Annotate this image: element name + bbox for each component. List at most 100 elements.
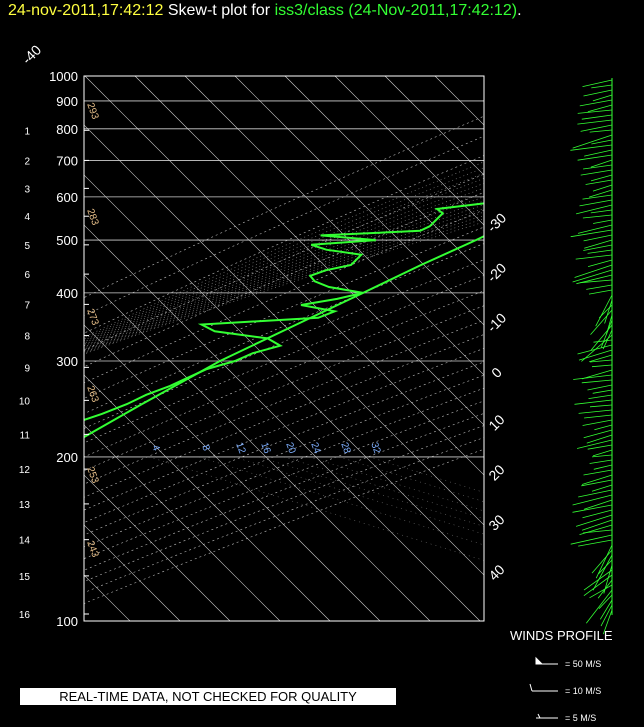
winds-legend-symbols: [529, 656, 558, 719]
wind-barb: [574, 264, 613, 278]
wind-barb: [577, 439, 613, 449]
dry-adiabat: [84, 226, 484, 399]
wind-barb: [591, 84, 613, 89]
height-tick-label: 13: [19, 500, 31, 511]
wind-barb: [598, 594, 613, 609]
theta-label-left: 253: [84, 465, 100, 485]
wind-barb: [602, 609, 613, 635]
theta-label-left: 293: [84, 101, 100, 121]
pressure-tick-label: 300: [56, 354, 78, 369]
mixing-ratio-line: [258, 456, 484, 527]
winds-legend-50: = 50 M/S: [565, 659, 602, 669]
winds-legend-10: = 10 M/S: [565, 686, 602, 696]
height-tick-label: 5: [24, 241, 30, 252]
wind-barb: [576, 204, 613, 215]
dry-adiabat: [84, 374, 484, 536]
isotherm-line: [84, 474, 231, 621]
wind-barb: [583, 244, 613, 251]
pressure-tick-label: 400: [56, 286, 78, 301]
height-tick-label: 15: [19, 572, 31, 583]
wind-barb: [585, 589, 613, 624]
wind-barb: [589, 459, 613, 464]
temp-tick-right-label: -10: [484, 310, 510, 336]
dry-adiabat: [84, 209, 484, 384]
dry-adiabat: [84, 275, 484, 444]
wind-barb: [583, 234, 613, 242]
wind-barb: [586, 284, 613, 290]
wind-barb: [599, 599, 613, 620]
wind-barb: [595, 294, 613, 327]
temp-tick-right-label: 0: [488, 364, 505, 381]
title-prefix: Skew-t plot for: [167, 2, 271, 19]
wind-barb: [583, 574, 613, 597]
wind-barb: [600, 604, 613, 627]
wind-barb: [572, 269, 613, 283]
dry-adiabat: [84, 412, 484, 571]
isotherm-line: [384, 76, 484, 176]
isotherm-line: [84, 274, 431, 621]
quality-notice: REAL-TIME DATA, NOT CHECKED FOR QUALITY: [20, 688, 396, 705]
wind-barb: [570, 534, 613, 545]
mixing-ratio-line: [233, 456, 484, 535]
wind-barb: [583, 529, 613, 534]
wind-barb: [572, 134, 613, 149]
wind-barb: [582, 214, 613, 219]
theta-label-left: 273: [84, 307, 100, 327]
wind-barb: [581, 474, 613, 485]
height-tick-label: 14: [19, 536, 31, 547]
wind-barb: [589, 404, 613, 408]
wind-barb: [588, 394, 613, 399]
wind-barb: [579, 99, 613, 107]
wind-barb: [593, 219, 613, 224]
mixing-ratio-label: 8: [199, 444, 211, 453]
wind-barb: [589, 584, 613, 599]
dry-adiabat: [84, 425, 484, 582]
winds-legend-5: = 5 M/S: [565, 713, 597, 723]
wind-barb: [581, 369, 613, 380]
wind-barb: [592, 94, 613, 102]
mixing-ratio-label: 32: [368, 441, 382, 456]
wind-barb: [590, 209, 613, 214]
dry-adiabat: [84, 290, 484, 458]
isotherm-line: [84, 224, 481, 621]
mixing-ratio-label: 24: [308, 441, 322, 456]
wind-barb: [577, 119, 613, 125]
dry-adiabat: [84, 319, 484, 485]
dry-adiabat: [84, 348, 484, 511]
wind-barb: [572, 494, 613, 506]
wind-barb: [581, 379, 613, 384]
dry-adiabat: [84, 448, 484, 604]
wind-barb: [582, 419, 613, 426]
pressure-tick-label: 100: [56, 614, 78, 629]
height-tick-label: 7: [24, 300, 30, 311]
temp-tick-right-label: -20: [484, 260, 510, 286]
isotherm-line: [84, 124, 484, 526]
wind-barb: [578, 489, 613, 498]
wind-barb: [589, 354, 613, 363]
wind-barb: [589, 129, 613, 133]
wind-barb: [579, 199, 613, 207]
wind-barb: [586, 434, 613, 444]
wind-barb: [592, 184, 613, 192]
dry-adiabat: [84, 173, 484, 351]
wind-barb: [598, 304, 613, 319]
winds-profile-title: WINDS PROFILE: [510, 628, 613, 643]
mixing-ratio-label: 12: [233, 441, 247, 456]
pressure-tick-label: 800: [56, 122, 78, 137]
title-station: iss3/class (24-Nov-2011,17:42:12): [274, 2, 518, 19]
dry-adiabat: [84, 191, 484, 368]
wind-barb: [584, 149, 613, 157]
theta-label-left: 283: [84, 207, 100, 227]
title-suffix: .: [517, 2, 522, 19]
dry-adiabat: [84, 400, 484, 560]
wind-barb: [572, 504, 613, 513]
height-tick-label: 6: [24, 270, 30, 281]
height-tick-label: 1: [24, 126, 30, 137]
isotherm-line: [284, 76, 484, 276]
wind-barb: [583, 89, 613, 97]
grid-lines: [84, 76, 484, 621]
height-tick-label: 11: [20, 430, 31, 441]
wind-barb: [582, 79, 613, 87]
wind-barb: [578, 409, 613, 414]
wind-barb: [590, 324, 613, 351]
